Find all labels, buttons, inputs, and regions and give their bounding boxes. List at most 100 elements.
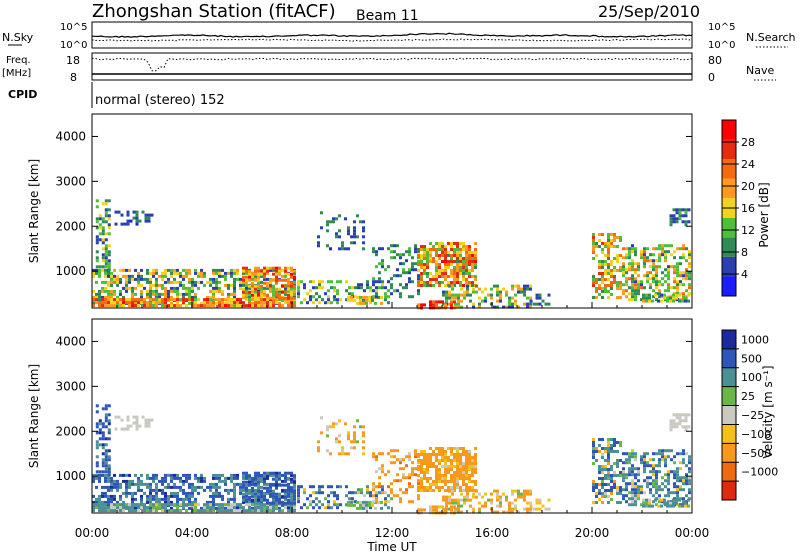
velocity-cell bbox=[592, 486, 595, 489]
power-cell bbox=[432, 260, 435, 263]
velocity-cell bbox=[104, 500, 107, 504]
velocity-cell bbox=[442, 507, 445, 511]
velocity-cell bbox=[95, 473, 98, 477]
velocity-cell bbox=[675, 498, 678, 502]
power-cell bbox=[664, 253, 667, 257]
power-cell bbox=[607, 290, 610, 293]
power-cell bbox=[239, 298, 242, 302]
power-cell bbox=[598, 287, 601, 290]
velocity-cell bbox=[245, 474, 248, 478]
velocity-cell bbox=[642, 498, 645, 502]
power-cell bbox=[405, 283, 408, 287]
velocity-cell bbox=[625, 494, 628, 498]
velocity-cell bbox=[460, 510, 463, 514]
velocity-cell bbox=[471, 486, 474, 489]
power-cell bbox=[466, 287, 469, 291]
power-cell bbox=[426, 272, 429, 275]
x-axis-labels: 00:00 04:00 08:00 12:00 16:00 20:00 00:00 bbox=[75, 526, 710, 540]
power-cell bbox=[493, 284, 496, 288]
velocity-cell bbox=[104, 506, 107, 510]
power-cell bbox=[496, 287, 499, 291]
power-cell bbox=[257, 296, 260, 300]
velocity-cell bbox=[441, 486, 444, 489]
velocity-cell bbox=[239, 506, 242, 510]
velocity-cell bbox=[637, 488, 640, 492]
power-cell bbox=[254, 272, 257, 276]
power-cell bbox=[598, 233, 601, 236]
power-cell bbox=[95, 235, 99, 239]
power-cell bbox=[212, 271, 215, 275]
power-cell bbox=[420, 245, 423, 248]
power-cell bbox=[230, 271, 233, 275]
power-cell bbox=[254, 296, 257, 300]
power-cell bbox=[378, 280, 381, 284]
power-cell bbox=[625, 253, 628, 257]
power-cell bbox=[450, 300, 453, 304]
power-cell bbox=[607, 269, 610, 272]
velocity-cell bbox=[339, 503, 342, 507]
velocity-cell bbox=[215, 494, 218, 498]
velocity-cell bbox=[598, 483, 601, 486]
velocity-cell bbox=[321, 503, 324, 507]
velocity-cell bbox=[224, 488, 227, 492]
velocity-cell bbox=[266, 506, 269, 510]
velocity-cell bbox=[221, 494, 224, 498]
power-cell bbox=[634, 298, 637, 302]
power-cell bbox=[284, 266, 287, 270]
velocity-cell bbox=[143, 506, 146, 510]
power-cell bbox=[453, 251, 456, 254]
velocity-cell bbox=[260, 489, 263, 493]
velocity-colorbar-segment-3 bbox=[722, 386, 736, 406]
velocity-cell bbox=[658, 500, 661, 504]
power-cell bbox=[233, 295, 236, 299]
power-cell bbox=[468, 284, 471, 287]
velocity-cell bbox=[260, 498, 263, 502]
power-cell bbox=[628, 247, 631, 251]
velocity-cell bbox=[610, 465, 613, 468]
velocity-cell bbox=[95, 404, 99, 408]
power-cell bbox=[372, 247, 375, 251]
power-cell bbox=[393, 256, 396, 260]
power-cell bbox=[375, 292, 378, 296]
velocity-cell bbox=[227, 503, 230, 507]
velocity-cell bbox=[116, 479, 119, 483]
power-cell bbox=[420, 303, 423, 307]
power-cell bbox=[266, 301, 269, 305]
velocity-cell bbox=[411, 461, 414, 465]
velocity-cell bbox=[687, 425, 691, 429]
velocity-cell bbox=[269, 489, 272, 493]
velocity-cell bbox=[98, 428, 102, 432]
velocity-cell bbox=[598, 492, 601, 495]
power-cell bbox=[362, 229, 365, 233]
power-cell bbox=[260, 304, 263, 308]
power-cell bbox=[263, 277, 266, 281]
velocity-cell bbox=[113, 506, 116, 510]
power-cell bbox=[212, 280, 215, 284]
velocity-cell bbox=[631, 455, 634, 459]
power-cell bbox=[224, 298, 227, 302]
power-cell bbox=[634, 292, 637, 296]
power-cell bbox=[613, 257, 616, 260]
power-cell bbox=[179, 304, 182, 308]
power-cell bbox=[459, 260, 462, 263]
velocity-cell bbox=[634, 491, 637, 495]
power-cell bbox=[658, 280, 661, 284]
velocity-cell bbox=[140, 497, 143, 501]
power-cell bbox=[350, 295, 353, 299]
power-cell bbox=[384, 298, 387, 302]
power-cell bbox=[423, 303, 426, 307]
velocity-cell bbox=[146, 506, 149, 510]
velocity-cell bbox=[595, 447, 598, 450]
velocity-cell bbox=[445, 501, 448, 505]
power-cell bbox=[369, 286, 372, 290]
velocity-cell bbox=[284, 497, 287, 501]
velocity-cell bbox=[143, 482, 146, 486]
velocity-cell bbox=[362, 506, 365, 510]
power-cell bbox=[224, 274, 227, 278]
velocity-cell bbox=[468, 462, 471, 465]
velocity-cell bbox=[245, 471, 248, 475]
power-cell bbox=[399, 292, 402, 296]
power-cell bbox=[179, 298, 182, 302]
power-cell bbox=[176, 301, 179, 305]
power-cell bbox=[137, 298, 140, 302]
